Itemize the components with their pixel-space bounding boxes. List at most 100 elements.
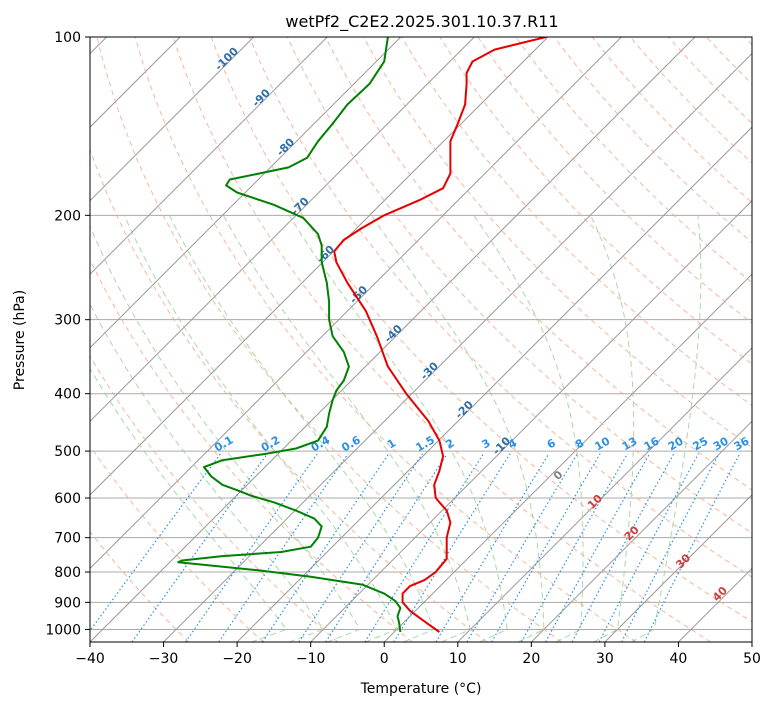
plot-frame <box>89 36 753 643</box>
dry-adiabat-line <box>248 37 752 578</box>
isotherm-line <box>90 37 328 275</box>
mixing-ratio-line <box>491 453 601 642</box>
moist-adiabat-line <box>123 215 398 642</box>
moist-adiabat-line <box>370 215 545 642</box>
isotherm-line <box>90 37 475 423</box>
mixing-ratio-label: 8 <box>573 436 586 451</box>
dry-adiabat-line <box>90 148 488 642</box>
x-axis-title: Temperature (°C) <box>360 681 482 697</box>
moist-adiabat-line <box>222 215 471 642</box>
mixing-ratio-line <box>90 453 222 632</box>
dry-adiabat-line <box>210 37 752 623</box>
x-tick-label: 30 <box>596 651 614 667</box>
dry-adiabat-line <box>90 530 190 642</box>
dry-adiabat-line <box>553 37 752 244</box>
x-tick-label: 20 <box>522 651 540 667</box>
mixing-ratio-label: 36 <box>732 434 752 453</box>
mixing-ratio-line <box>131 453 268 642</box>
isotherm-line <box>751 641 752 642</box>
moist-adiabat-label: 30 <box>673 551 693 571</box>
mixing-ratio-label: 25 <box>691 434 711 453</box>
dry-adiabat-label: -70 <box>288 194 311 217</box>
mixing-ratio-line <box>571 453 675 642</box>
dry-adiabat-label: -80 <box>274 135 297 158</box>
y-tick-label: 900 <box>54 595 81 611</box>
isotherm-line <box>90 37 255 202</box>
x-tick-label: −40 <box>75 651 105 667</box>
mixing-ratio-label: 6 <box>545 436 558 451</box>
dewpoint-profile <box>177 37 402 633</box>
mixing-ratio-line <box>325 453 448 642</box>
x-tick-label: 50 <box>743 651 761 667</box>
mixing-ratio-line <box>435 453 550 642</box>
mixing-ratio-label: 2 <box>443 436 456 451</box>
y-tick-label: 100 <box>54 30 81 46</box>
isotherm-line <box>604 494 752 642</box>
y-tick-label: 300 <box>54 313 81 329</box>
isotherm-line <box>163 52 752 642</box>
x-tick-label: 0 <box>380 651 389 667</box>
mixing-ratio-line <box>393 453 511 642</box>
x-tick-label: −20 <box>222 651 252 667</box>
x-tick-label: −10 <box>296 651 326 667</box>
dry-adiabat-label: -20 <box>453 398 476 421</box>
moist-adiabat-line <box>90 367 288 642</box>
dry-adiabat-line <box>515 37 752 284</box>
isotherm-line <box>90 37 622 570</box>
moist-adiabat-label: 20 <box>622 523 642 543</box>
dry-adiabat-line <box>134 37 637 642</box>
temperature-profile <box>333 37 547 633</box>
axes: −40 −30 −20 −10 0 10 20 30 40 5010009008007006005… <box>45 30 761 667</box>
x-tick-label: 10 <box>449 651 467 667</box>
mixing-ratio-line <box>364 453 485 642</box>
y-tick-label: 200 <box>54 208 81 224</box>
dry-adiabat-line <box>477 37 752 324</box>
moist-adiabat-line <box>590 215 635 642</box>
dry-adiabat-line <box>90 445 264 642</box>
dry-adiabat-line <box>439 37 752 365</box>
y-tick-label: 800 <box>54 565 81 581</box>
mixing-ratio-line <box>261 453 390 642</box>
dry-adiabat-line <box>363 37 752 449</box>
dry-adiabat-line <box>325 37 752 491</box>
dry-adiabat-line <box>668 37 752 124</box>
moist-adiabat-label: 0 <box>551 468 566 483</box>
y-tick-label: 400 <box>54 387 81 403</box>
isotherm-line <box>90 37 696 642</box>
x-tick-label: −30 <box>149 651 179 667</box>
mixing-ratio-line <box>298 453 423 642</box>
mixing-ratio-line <box>621 453 720 642</box>
mixing-ratio-line <box>643 453 741 642</box>
y-axis-title: Pressure (hPa) <box>12 290 28 390</box>
chart-title: wetPf2_C2E2.2025.301.10.37.R11 <box>285 12 558 32</box>
mixing-ratio-line <box>466 453 578 642</box>
x-tick-label: 40 <box>670 651 688 667</box>
dry-adiabat-line <box>744 37 752 46</box>
isotherm-line <box>90 37 402 349</box>
moist-adiabat-line <box>630 215 702 642</box>
moist-adiabat-line <box>90 302 324 642</box>
y-tick-label: 700 <box>54 531 81 547</box>
moist-adiabat-label: 40 <box>710 584 730 604</box>
mixing-ratio-label: 30 <box>711 434 731 453</box>
moist-adiabat-line <box>473 215 584 642</box>
mixing-ratio-line <box>598 453 700 642</box>
isotherm-line <box>383 273 752 642</box>
isotherm-line <box>236 126 752 642</box>
mixing-ratio-label: 16 <box>642 434 662 453</box>
dry-adiabat-label: -90 <box>250 86 273 109</box>
dry-adiabat-line <box>591 37 752 204</box>
isotherm-line <box>457 347 752 642</box>
dry-adiabat-label: -40 <box>382 322 405 345</box>
isotherm-line <box>678 567 752 642</box>
moist-adiabat-line <box>90 224 361 642</box>
mixing-ratio-line <box>185 453 318 642</box>
dry-adiabat-line <box>96 37 562 642</box>
dry-adiabat-line <box>90 355 339 642</box>
moist-adiabat-line <box>288 215 508 642</box>
dry-adiabat-line <box>629 37 752 164</box>
dry-adiabat-line <box>90 258 413 642</box>
dry-adiabat-line <box>401 37 752 407</box>
mixing-ratio-line <box>545 453 651 642</box>
